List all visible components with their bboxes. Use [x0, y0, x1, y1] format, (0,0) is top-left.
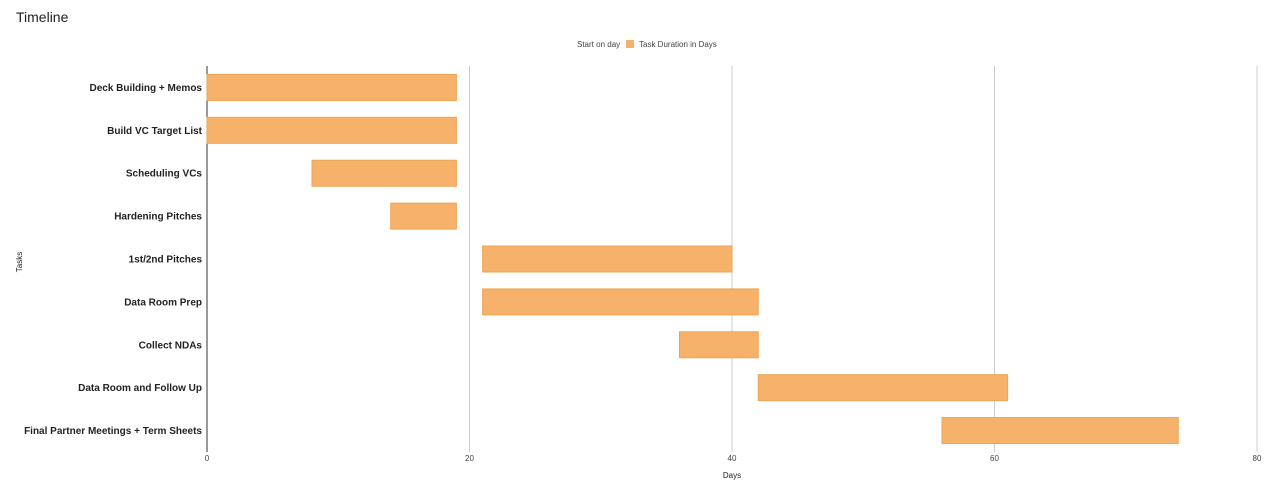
chart-title: Timeline — [16, 9, 69, 25]
task-duration-bar — [679, 331, 759, 359]
legend: Start on day Task Duration in Days — [577, 40, 717, 49]
category-label: Collect NDAs — [139, 340, 203, 351]
task-duration-bar — [206, 116, 457, 144]
x-tick-label: 0 — [205, 454, 210, 463]
task-duration-bar — [757, 374, 1009, 402]
task-duration-bar — [482, 245, 733, 273]
category-label: Scheduling VCs — [126, 169, 203, 180]
x-tick-label: 40 — [728, 454, 737, 463]
legend-swatch-duration — [626, 40, 634, 48]
x-axis-label: Days — [723, 471, 741, 480]
task-duration-bar — [390, 202, 457, 230]
legend-label-duration: Task Duration in Days — [639, 40, 717, 49]
y-axis-label: Tasks — [15, 252, 24, 272]
category-label: Build VC Target List — [107, 126, 202, 137]
category-label: 1st/2nd Pitches — [129, 255, 203, 266]
task-duration-bar — [482, 288, 759, 316]
x-tick-label: 60 — [990, 454, 999, 463]
category-label: Hardening Pitches — [114, 212, 202, 223]
category-label: Final Partner Meetings + Term Sheets — [24, 426, 202, 437]
category-label: Deck Building + Memos — [89, 83, 202, 94]
task-duration-bar — [941, 417, 1179, 445]
task-duration-bar — [311, 159, 457, 187]
category-label: Data Room Prep — [124, 297, 202, 308]
legend-label-start: Start on day — [577, 40, 620, 49]
x-tick-label: 80 — [1253, 454, 1262, 463]
category-label: Data Room and Follow Up — [78, 383, 202, 394]
x-tick-label: 20 — [465, 454, 474, 463]
task-duration-bar — [206, 73, 457, 101]
